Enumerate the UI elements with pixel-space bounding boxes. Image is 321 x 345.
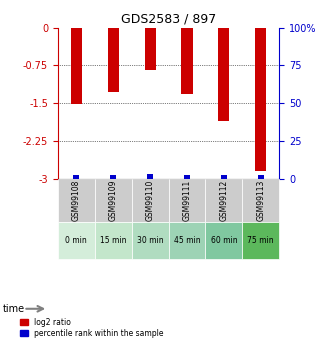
FancyBboxPatch shape: [169, 179, 205, 222]
Bar: [184, 175, 190, 179]
Text: 30 min: 30 min: [137, 236, 163, 245]
Bar: [255, 28, 266, 171]
Bar: [218, 28, 230, 121]
FancyBboxPatch shape: [132, 179, 169, 222]
Text: 15 min: 15 min: [100, 236, 126, 245]
FancyBboxPatch shape: [242, 179, 279, 222]
FancyBboxPatch shape: [205, 179, 242, 222]
Text: 45 min: 45 min: [174, 236, 200, 245]
Text: GSM99111: GSM99111: [182, 180, 192, 221]
FancyBboxPatch shape: [58, 222, 95, 259]
Bar: [221, 175, 227, 179]
Bar: [147, 174, 153, 179]
Text: GSM99113: GSM99113: [256, 180, 265, 221]
Bar: [74, 175, 79, 179]
Bar: [71, 28, 82, 104]
Text: 60 min: 60 min: [211, 236, 237, 245]
Bar: [110, 175, 116, 179]
Bar: [108, 28, 119, 92]
Text: 75 min: 75 min: [247, 236, 274, 245]
Title: GDS2583 / 897: GDS2583 / 897: [121, 12, 216, 25]
Text: time: time: [3, 304, 25, 314]
Legend: log2 ratio, percentile rank within the sample: log2 ratio, percentile rank within the s…: [20, 318, 163, 338]
FancyBboxPatch shape: [95, 222, 132, 259]
Bar: [144, 28, 156, 70]
Text: GSM99109: GSM99109: [108, 180, 118, 221]
Text: 0 min: 0 min: [65, 236, 87, 245]
FancyBboxPatch shape: [242, 222, 279, 259]
Bar: [181, 28, 193, 94]
FancyBboxPatch shape: [205, 222, 242, 259]
Text: GSM99110: GSM99110: [145, 180, 155, 221]
Bar: [258, 175, 264, 179]
FancyBboxPatch shape: [95, 179, 132, 222]
Text: GSM99108: GSM99108: [72, 180, 81, 221]
Text: GSM99112: GSM99112: [219, 180, 229, 221]
FancyBboxPatch shape: [132, 222, 169, 259]
FancyBboxPatch shape: [58, 179, 95, 222]
FancyBboxPatch shape: [169, 222, 205, 259]
